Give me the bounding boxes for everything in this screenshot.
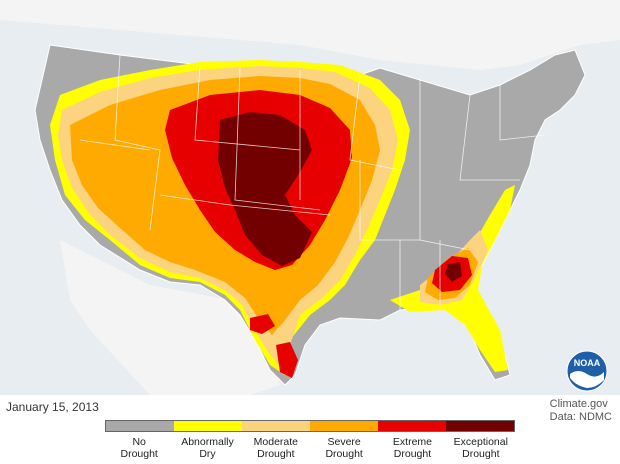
drought-map — [0, 0, 620, 395]
legend-label-moderate-drought: Moderate Drought — [253, 436, 298, 460]
drought-d3-southtx — [250, 314, 275, 334]
drought-d4 — [218, 112, 312, 266]
noaa-logo-icon: NOAA — [566, 350, 608, 392]
legend-label-no-drought: No Drought — [120, 436, 158, 460]
legend-swatch-extreme-drought — [378, 421, 446, 431]
legend-label-exceptional-drought: Exceptional Drought — [453, 436, 508, 460]
credit-data: Data: NDMC — [549, 411, 612, 423]
credit-source: Climate.gov — [549, 398, 608, 410]
legend-label-severe-drought: Severe Drought — [325, 436, 363, 460]
legend-swatch-moderate-drought — [242, 421, 310, 431]
legend-swatch-exceptional-drought — [446, 421, 514, 431]
drought-d4-georgia — [445, 262, 462, 282]
state-borders — [79, 54, 546, 310]
map-date: January 15, 2013 — [6, 400, 99, 414]
map-svg — [0, 0, 620, 395]
legend-swatch-abnormally-dry — [174, 421, 242, 431]
legend-label-abnormally-dry: Abnormally Dry — [181, 436, 234, 460]
drought-d3-texas — [276, 342, 298, 378]
noaa-logo-text: NOAA — [574, 358, 601, 368]
legend-labels: No Drought Abnormally Dry Moderate Droug… — [105, 436, 515, 460]
map-credit: Climate.gov Data: NDMC — [550, 398, 612, 424]
legend-swatch-severe-drought — [310, 421, 378, 431]
legend-color-bar — [105, 420, 515, 432]
legend-label-extreme-drought: Extreme Drought — [392, 436, 433, 460]
legend-swatch-no-drought — [106, 421, 174, 431]
canada-land — [0, 0, 620, 70]
mexico-land — [60, 240, 280, 395]
noaa-logo: NOAA — [566, 350, 608, 392]
